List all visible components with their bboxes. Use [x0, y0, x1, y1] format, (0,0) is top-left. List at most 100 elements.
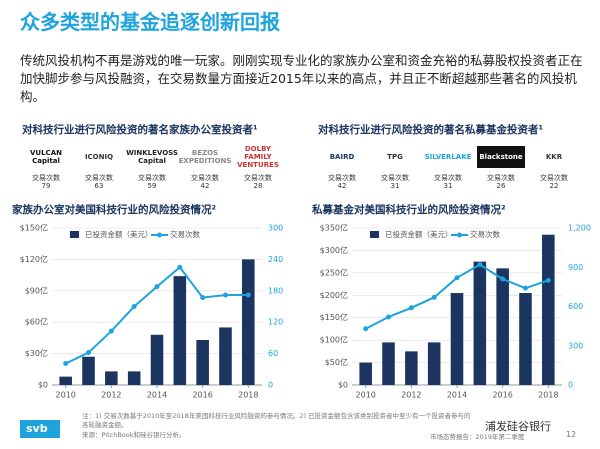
report: 市场态势报告：2019年第二季度	[430, 433, 525, 441]
count-value: 79	[41, 182, 51, 190]
point	[108, 328, 114, 334]
y2-tick-label: 0	[568, 381, 573, 390]
investor-logo: DOLBY FAMILY VENTURES	[237, 145, 279, 169]
investor-logo: KKR	[545, 153, 563, 161]
y-tick-label: $100亿	[320, 335, 348, 345]
point	[408, 305, 414, 311]
bar	[173, 276, 187, 385]
y2-tick-label: 300	[268, 224, 283, 233]
count-label: 交易次数	[434, 174, 462, 182]
y2-tick-label: 900	[568, 263, 583, 272]
bar	[382, 342, 395, 385]
notes: 注：1) 交易次数基于2010年至2018年美国科技行业风险融资的参与情况。2)…	[82, 412, 471, 429]
bar	[242, 259, 255, 385]
y-tick-label: $250亿	[320, 267, 348, 277]
count-label: 交易次数	[540, 174, 568, 182]
section-title: 对科技行业进行风险投资的著名家族办公室投资者¹	[22, 124, 258, 136]
point	[222, 292, 228, 298]
count-value: 42	[200, 182, 210, 190]
count-value: 42	[337, 182, 347, 190]
legend-swatch	[157, 232, 162, 238]
investor-logo: WINKLEVOSS Capital	[126, 149, 178, 165]
count-label: 交易次数	[32, 174, 60, 182]
legend-label: 交易次数	[170, 229, 200, 239]
y-tick-label: $300亿	[320, 245, 348, 255]
point	[477, 262, 483, 268]
bar	[542, 234, 555, 385]
page-number: 12	[566, 430, 577, 439]
section-title: 对科技行业进行风险投资的著名私募基金投资者¹	[318, 124, 544, 136]
investor-logo: VULCAN Capital	[30, 149, 62, 165]
chart-title: 家族办公室对美国科技行业的风险投资情况²	[12, 203, 216, 216]
brand: 浦发硅谷银行	[485, 420, 551, 433]
legend-label: 已投资金额（美元）	[85, 229, 153, 239]
title: 众多类型的基金追逐创新回报	[20, 10, 280, 34]
y-tick-label: $30亿	[25, 348, 48, 358]
x-tick-label: 2016	[492, 391, 512, 400]
y-tick-label: $0	[38, 381, 48, 390]
chart: 家族办公室对美国科技行业的风险投资情况² $0 $30亿 $60亿 $90亿 $120亿 $…	[12, 203, 283, 400]
bar	[405, 351, 418, 385]
logo: svb	[20, 420, 60, 438]
y2-tick-label: 180	[268, 286, 283, 295]
y2-tick-label: 300	[568, 341, 583, 350]
body-text: 传统风投机构不再是游戏的唯一玩家。刚刚实现专业化的家族办公室和资金充裕的私募股权…	[20, 53, 583, 104]
point	[386, 314, 392, 320]
x-tick-label: 2012	[101, 391, 121, 400]
point	[363, 326, 369, 332]
y2-tick-label: 0	[268, 381, 273, 390]
count-label: 交易次数	[487, 174, 515, 182]
bar	[496, 268, 509, 385]
investor-logo: Blackstone	[477, 146, 525, 168]
bar	[450, 293, 464, 385]
y2-tick-label: 600	[568, 302, 583, 311]
count-value: 28	[253, 182, 263, 190]
bar	[219, 327, 232, 385]
y2-tick-label: 1,200	[568, 224, 591, 233]
bar	[150, 334, 164, 385]
bar	[59, 376, 72, 385]
bar	[82, 356, 95, 385]
investor-logo: BEZOS EXPEDITIONS	[178, 149, 232, 165]
point	[522, 285, 528, 291]
count-value: 31	[390, 182, 400, 190]
investor-logo: BAIRD	[329, 153, 355, 161]
legend-swatch	[457, 232, 462, 238]
count-label: 交易次数	[138, 174, 166, 182]
point	[431, 294, 437, 300]
bar	[519, 293, 532, 385]
y-tick-label: $0	[338, 381, 348, 390]
x-tick-label: 2018	[238, 391, 258, 400]
point	[454, 275, 460, 281]
x-tick-label: 2010	[56, 391, 76, 400]
legend-swatch	[70, 231, 79, 238]
y-tick-label: $200亿	[320, 290, 348, 300]
y-tick-label: $90亿	[25, 285, 48, 295]
count-label: 交易次数	[85, 174, 113, 182]
legend-swatch	[370, 231, 379, 238]
investor-logo: ICONIQ	[84, 153, 114, 161]
y-tick-label: $50亿	[325, 357, 348, 367]
point	[177, 264, 183, 270]
y-tick-label: $150亿	[20, 223, 48, 233]
x-tick-label: 2012	[401, 391, 421, 400]
count-label: 交易次数	[244, 174, 272, 182]
point	[245, 292, 251, 298]
count-label: 交易次数	[191, 174, 219, 182]
source: 来源：PitchBook和硅谷银行分析。	[82, 431, 186, 439]
investor-logo: TPG	[387, 153, 403, 161]
point	[154, 284, 160, 290]
y-tick-label: $350亿	[320, 223, 348, 233]
y-tick-label: $60亿	[25, 317, 48, 327]
y2-tick-label: 60	[268, 349, 278, 358]
investor-logo: SILVERLAKE	[424, 153, 472, 161]
bar	[473, 261, 487, 385]
count-value: 59	[147, 182, 157, 190]
point	[63, 361, 69, 367]
bar	[196, 339, 209, 385]
legend-label: 已投资金额（美元）	[385, 229, 453, 239]
x-tick-label: 2016	[192, 391, 212, 400]
count-label: 交易次数	[328, 174, 356, 182]
count-value: 22	[549, 182, 559, 190]
